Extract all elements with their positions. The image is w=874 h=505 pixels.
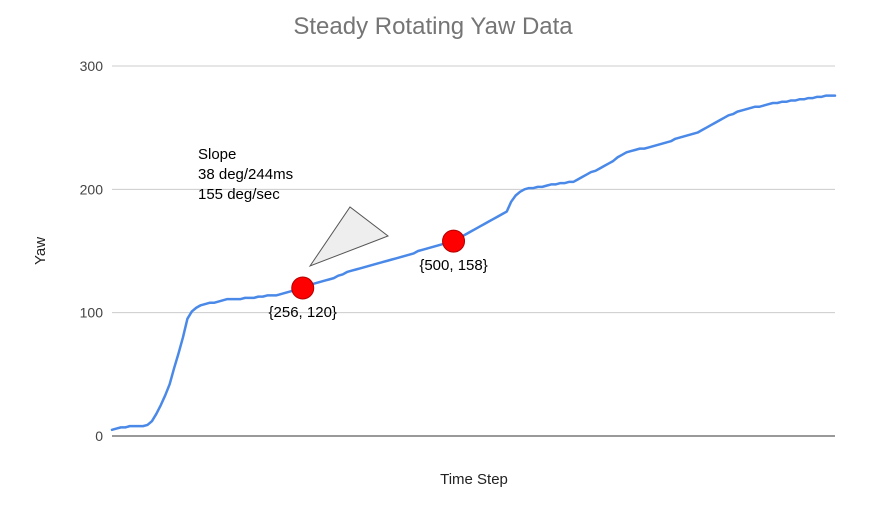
- marker-label-2: {500, 158}: [419, 257, 487, 274]
- annotation-line-1: Slope: [198, 146, 236, 163]
- annotation-line-3: 155 deg/sec: [198, 186, 280, 203]
- x-axis-title: Time Step: [440, 471, 508, 488]
- slope-annotation: Slope 38 deg/244ms 155 deg/sec: [198, 146, 293, 203]
- y-axis-title: Yaw: [32, 237, 49, 265]
- chart-title: Steady Rotating Yaw Data: [293, 13, 573, 40]
- gridlines: [112, 65, 835, 314]
- series-line-yaw: [110, 94, 837, 432]
- y-tick-label-100: 100: [80, 305, 104, 321]
- marker-label-1: {256, 120}: [269, 304, 337, 321]
- markers: {256, 120} {500, 158}: [269, 229, 488, 321]
- y-tick-labels: 0 100 200 300: [80, 58, 104, 444]
- y-tick-label-200: 200: [80, 181, 104, 197]
- slope-callout-pointer: [308, 206, 390, 268]
- y-tick-label-0: 0: [95, 428, 103, 444]
- y-tick-label-300: 300: [80, 58, 104, 74]
- marker-point-1: [291, 276, 315, 300]
- annotation-line-2: 38 deg/244ms: [198, 166, 293, 183]
- marker-point-2: [442, 229, 466, 253]
